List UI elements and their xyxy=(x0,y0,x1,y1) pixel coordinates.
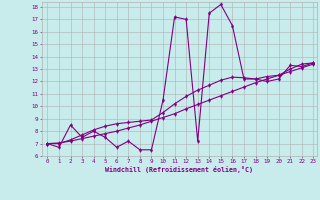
X-axis label: Windchill (Refroidissement éolien,°C): Windchill (Refroidissement éolien,°C) xyxy=(105,166,253,173)
